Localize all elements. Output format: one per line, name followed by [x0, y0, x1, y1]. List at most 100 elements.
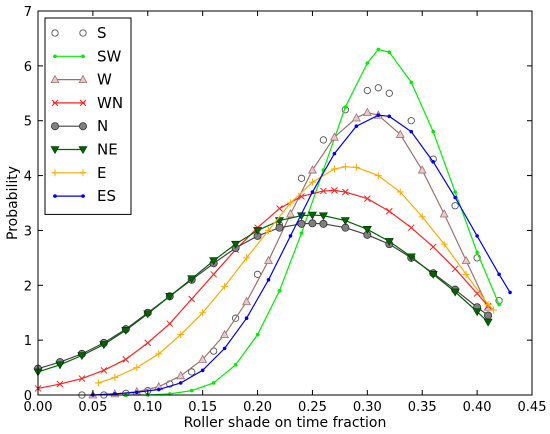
- legend-label: SW: [97, 47, 122, 65]
- legend-label: E: [97, 164, 106, 182]
- data-point-w: [198, 354, 208, 363]
- data-point-s: [385, 89, 393, 97]
- data-point-wn: [78, 375, 86, 382]
- data-point-w: [329, 132, 339, 141]
- data-point-e: [418, 213, 426, 221]
- data-point-wn: [276, 205, 283, 212]
- x-tick-label: 0.20: [243, 400, 272, 415]
- legend-item-s: S: [51, 24, 107, 42]
- data-point-ne: [318, 212, 328, 221]
- data-point-s: [363, 86, 371, 95]
- x-tick-label: 0.15: [188, 400, 217, 415]
- plot-frame: [37, 10, 533, 396]
- data-point-ne: [253, 227, 263, 236]
- data-point-es: [409, 129, 414, 134]
- data-point-es: [508, 290, 512, 295]
- series-e: [94, 163, 498, 387]
- legend-swatch-marker: [51, 29, 59, 37]
- legend-swatch-marker: [79, 169, 87, 177]
- data-point-n: [275, 223, 284, 232]
- data-point-e: [374, 172, 382, 180]
- data-point-es: [156, 387, 161, 392]
- data-point-ne: [406, 253, 416, 262]
- legend-item-ne: NE: [50, 141, 118, 159]
- data-point-sw: [475, 250, 479, 255]
- y-tick-label: 0: [24, 389, 32, 404]
- data-point-wn: [342, 188, 349, 196]
- data-point-w: [395, 129, 405, 138]
- data-point-sw: [409, 80, 414, 85]
- data-point-e: [177, 331, 185, 339]
- data-point-w: [417, 165, 427, 174]
- data-point-sw: [277, 288, 282, 293]
- data-point-s: [297, 174, 306, 182]
- data-point-w: [242, 296, 252, 306]
- legend-swatch-marker: [53, 194, 57, 198]
- data-point-w: [176, 370, 186, 380]
- data-point-ne: [99, 341, 109, 350]
- legend-label: WN: [97, 94, 123, 112]
- data-point-w: [286, 209, 295, 218]
- data-point-e: [265, 226, 273, 234]
- legend-swatch-marker: [78, 146, 88, 155]
- y-tick-label: 6: [24, 60, 32, 75]
- data-point-ne: [340, 217, 350, 226]
- data-point-wn: [331, 187, 338, 194]
- legend-swatch-marker: [50, 146, 60, 155]
- data-point-w: [461, 255, 471, 265]
- data-point-wn: [56, 380, 64, 388]
- data-point-ne: [307, 211, 317, 220]
- data-point-wn: [451, 265, 459, 273]
- data-point-wn: [122, 355, 130, 363]
- data-point-s: [451, 202, 459, 210]
- data-point-es: [354, 124, 359, 128]
- x-tick-label: 0.10: [133, 400, 162, 415]
- data-point-wn: [210, 270, 217, 278]
- data-point-wn: [188, 295, 196, 303]
- legend-swatch-marker: [79, 122, 88, 131]
- legend-label: NE: [97, 141, 118, 159]
- data-point-ne: [165, 292, 175, 301]
- legend-item-wn: WN: [51, 94, 123, 112]
- data-point-e: [308, 178, 316, 186]
- legend-box: [44, 17, 132, 215]
- data-point-sw: [387, 50, 392, 54]
- data-point-n: [341, 223, 350, 232]
- legend-swatch-marker: [81, 54, 85, 59]
- legend-swatch-marker: [53, 54, 57, 59]
- data-point-es: [431, 160, 436, 164]
- series-es: [91, 113, 512, 397]
- data-point-n: [484, 311, 493, 320]
- data-point-e: [396, 188, 404, 196]
- legend-swatch-marker: [51, 99, 59, 107]
- data-point-ne: [209, 257, 219, 266]
- data-point-e: [462, 270, 470, 278]
- y-axis: 0 1 2 3 4 5 6 7: [24, 5, 532, 404]
- legend-item-n: N: [51, 117, 108, 135]
- legend-item-e: E: [51, 164, 106, 182]
- data-point-es: [497, 272, 501, 277]
- data-point-e: [111, 373, 119, 381]
- data-point-ne: [187, 275, 197, 284]
- x-tick-label: 0.45: [518, 400, 547, 415]
- legend-swatch-marker: [51, 122, 60, 131]
- legend-label: ES: [97, 187, 116, 205]
- data-point-e: [352, 163, 360, 171]
- data-point-ne: [55, 361, 65, 370]
- legend-swatch-marker: [79, 99, 87, 107]
- data-point-w: [362, 107, 372, 116]
- data-point-n: [308, 219, 317, 228]
- data-point-es: [387, 114, 392, 119]
- data-point-ne: [362, 226, 372, 234]
- data-point-es: [244, 316, 249, 321]
- data-point-es: [310, 190, 315, 194]
- data-point-sw: [376, 47, 381, 52]
- data-point-w: [264, 255, 274, 265]
- data-point-w: [439, 209, 449, 218]
- data-point-wn: [100, 366, 108, 374]
- x-axis-label: Roller shade on time fraction: [184, 415, 387, 431]
- legend-swatch-marker: [50, 74, 60, 83]
- data-point-ne: [483, 318, 493, 327]
- data-point-sw: [255, 332, 260, 337]
